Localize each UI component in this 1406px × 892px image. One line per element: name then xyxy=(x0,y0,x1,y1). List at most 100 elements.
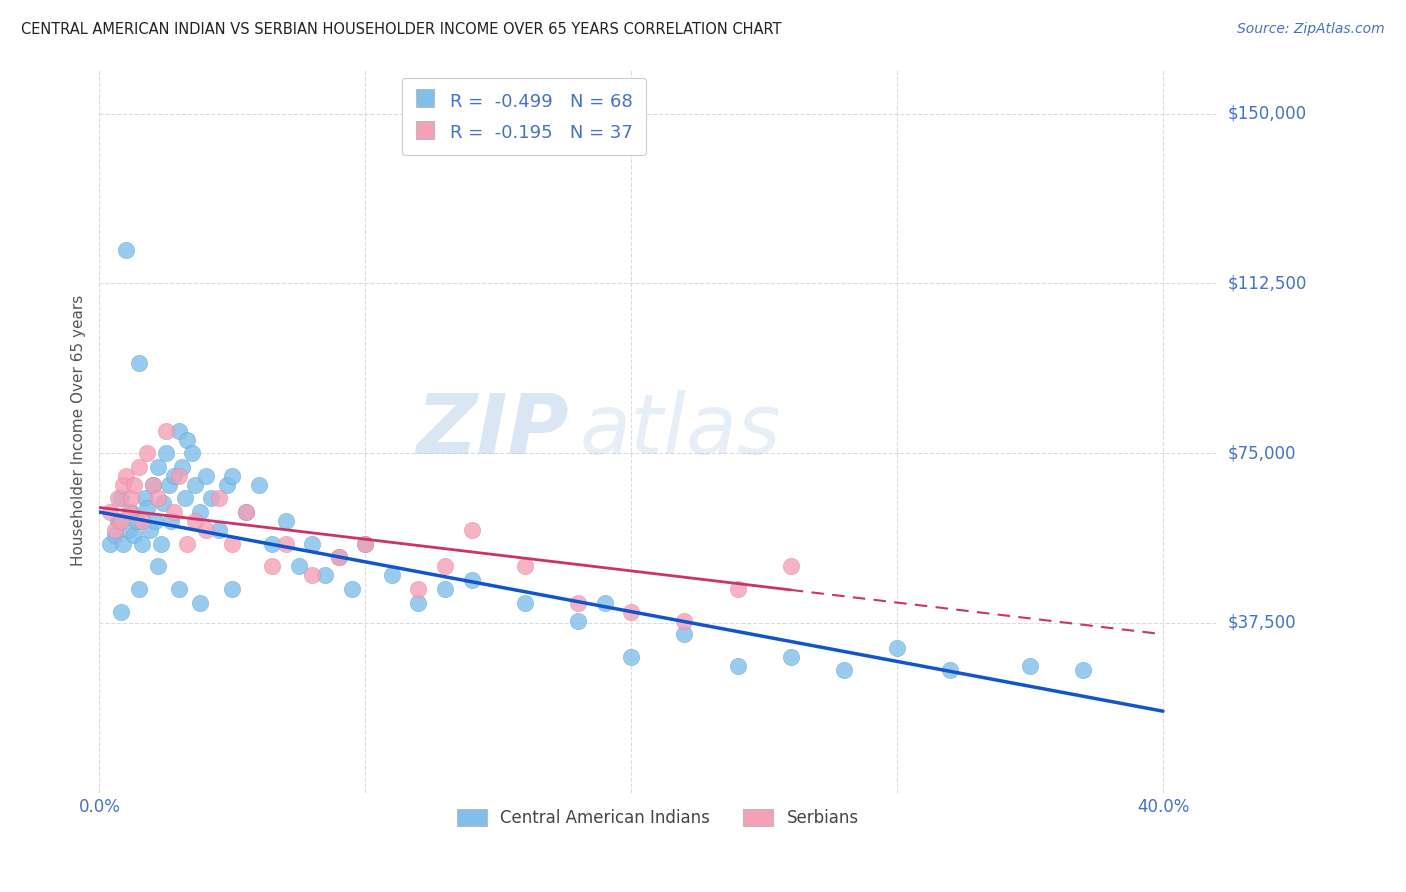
Point xyxy=(673,614,696,628)
Point xyxy=(112,537,135,551)
Point xyxy=(328,550,350,565)
Point xyxy=(301,568,323,582)
Point xyxy=(139,523,162,537)
Point xyxy=(194,523,217,537)
Point xyxy=(208,491,231,506)
Point xyxy=(262,559,284,574)
Legend: Central American Indians, Serbians: Central American Indians, Serbians xyxy=(449,800,868,835)
Point xyxy=(340,582,363,596)
Point xyxy=(1071,664,1094,678)
Point xyxy=(314,568,336,582)
Point xyxy=(104,523,127,537)
Point xyxy=(149,537,172,551)
Point xyxy=(136,500,159,515)
Point xyxy=(274,514,297,528)
Point xyxy=(128,582,150,596)
Point xyxy=(235,505,257,519)
Point xyxy=(673,627,696,641)
Point xyxy=(112,478,135,492)
Point xyxy=(200,491,222,506)
Point xyxy=(115,468,138,483)
Point xyxy=(727,659,749,673)
Point xyxy=(176,537,198,551)
Point xyxy=(221,468,243,483)
Point xyxy=(184,514,207,528)
Point xyxy=(120,491,142,506)
Point xyxy=(288,559,311,574)
Point xyxy=(408,596,430,610)
Point xyxy=(779,559,801,574)
Point xyxy=(301,537,323,551)
Point xyxy=(513,559,536,574)
Y-axis label: Householder Income Over 65 years: Householder Income Over 65 years xyxy=(72,295,86,566)
Point xyxy=(247,478,270,492)
Text: $37,500: $37,500 xyxy=(1227,614,1296,632)
Point xyxy=(173,491,195,506)
Point xyxy=(131,514,153,528)
Point xyxy=(567,596,589,610)
Point xyxy=(328,550,350,565)
Point xyxy=(110,514,132,528)
Point xyxy=(1019,659,1042,673)
Point xyxy=(157,478,180,492)
Point xyxy=(408,582,430,596)
Point xyxy=(381,568,404,582)
Point xyxy=(434,582,457,596)
Point xyxy=(727,582,749,596)
Point xyxy=(143,514,166,528)
Point xyxy=(434,559,457,574)
Point xyxy=(163,468,186,483)
Point xyxy=(104,527,127,541)
Point xyxy=(128,459,150,474)
Point xyxy=(190,505,212,519)
Point xyxy=(131,537,153,551)
Point xyxy=(235,505,257,519)
Point xyxy=(460,523,482,537)
Point xyxy=(128,356,150,370)
Point xyxy=(118,523,141,537)
Point xyxy=(779,649,801,664)
Point xyxy=(118,505,141,519)
Point xyxy=(593,596,616,610)
Point xyxy=(136,446,159,460)
Point xyxy=(170,459,193,474)
Point xyxy=(184,478,207,492)
Point xyxy=(886,640,908,655)
Point xyxy=(221,537,243,551)
Point xyxy=(142,478,165,492)
Point xyxy=(208,523,231,537)
Point xyxy=(221,582,243,596)
Text: atlas: atlas xyxy=(579,390,782,471)
Point xyxy=(832,664,855,678)
Point xyxy=(939,664,962,678)
Point xyxy=(181,446,204,460)
Point xyxy=(513,596,536,610)
Point xyxy=(160,514,183,528)
Point xyxy=(354,537,377,551)
Point xyxy=(620,605,643,619)
Point xyxy=(167,468,190,483)
Point xyxy=(107,514,129,528)
Point xyxy=(146,491,169,506)
Point xyxy=(134,491,156,506)
Point xyxy=(115,243,138,257)
Text: $75,000: $75,000 xyxy=(1227,444,1296,462)
Text: $112,500: $112,500 xyxy=(1227,275,1306,293)
Point xyxy=(146,559,169,574)
Point xyxy=(122,527,145,541)
Point xyxy=(152,496,174,510)
Point xyxy=(354,537,377,551)
Point xyxy=(567,614,589,628)
Point xyxy=(110,491,132,506)
Point xyxy=(274,537,297,551)
Point xyxy=(194,468,217,483)
Text: Source: ZipAtlas.com: Source: ZipAtlas.com xyxy=(1237,22,1385,37)
Text: $150,000: $150,000 xyxy=(1227,104,1306,123)
Point xyxy=(155,424,177,438)
Point xyxy=(262,537,284,551)
Point xyxy=(163,505,186,519)
Text: ZIP: ZIP xyxy=(416,390,568,471)
Point xyxy=(460,573,482,587)
Point xyxy=(215,478,238,492)
Point xyxy=(167,424,190,438)
